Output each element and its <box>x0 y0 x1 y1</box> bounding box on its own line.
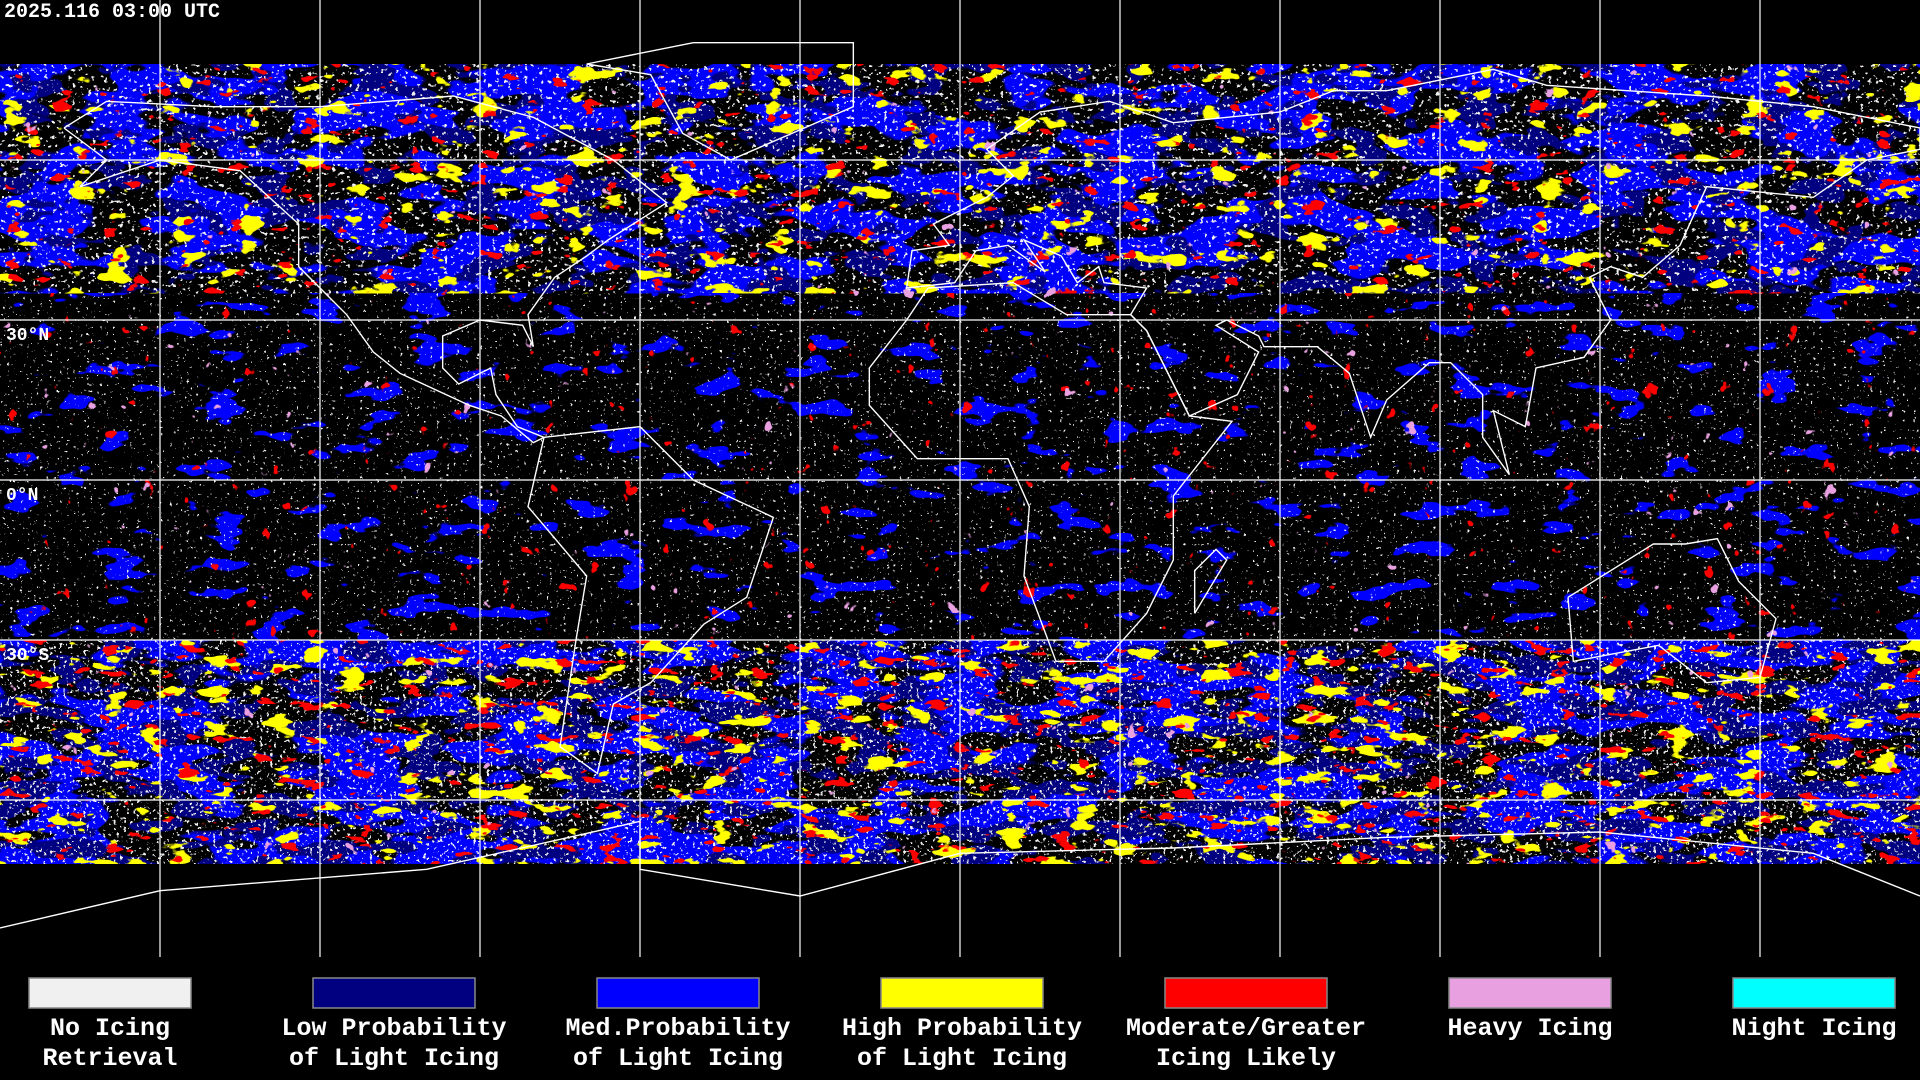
legend-swatch <box>1732 977 1896 1009</box>
legend-swatch <box>880 977 1044 1009</box>
legend-swatch <box>1164 977 1328 1009</box>
coastline <box>63 95 668 444</box>
legend-swatch <box>596 977 760 1009</box>
coastline <box>868 281 1234 663</box>
legend-swatch <box>1448 977 1612 1009</box>
legend-label: of Light Icing <box>289 1044 499 1073</box>
timestamp: 2025.116 03:00 UTC <box>4 1 220 24</box>
legend-label: High Probability <box>842 1014 1082 1043</box>
legend-label: Moderate/Greater <box>1126 1014 1366 1043</box>
coastline <box>905 68 1920 476</box>
coastline <box>1193 548 1228 614</box>
legend-label: Low Probability <box>281 1014 506 1043</box>
legend-label: Med.Probability <box>565 1014 790 1043</box>
legend-label: No Icing <box>50 1014 170 1043</box>
coastline <box>1567 537 1777 684</box>
latitude-label: 30°N <box>6 326 49 346</box>
legend-label: Retrieval <box>42 1044 177 1073</box>
coastline <box>0 820 1920 929</box>
latitude-label: 0°N <box>6 486 38 506</box>
legend-swatch <box>28 977 192 1009</box>
legend-label: Night Icing <box>1731 1014 1896 1043</box>
latitude-label: 30°S <box>6 646 49 666</box>
legend-label: Heavy Icing <box>1447 1014 1612 1043</box>
legend-swatch <box>312 977 476 1009</box>
legend-label: of Light Icing <box>573 1044 783 1073</box>
coastline <box>527 425 775 775</box>
coastlines <box>0 41 1920 929</box>
graticule <box>0 0 1920 957</box>
legend-label: of Light Icing <box>857 1044 1067 1073</box>
coastline <box>586 41 855 161</box>
legend-label: Icing Likely <box>1156 1044 1336 1073</box>
